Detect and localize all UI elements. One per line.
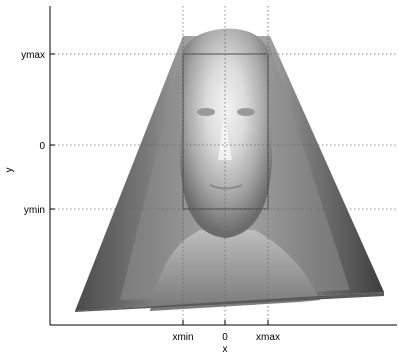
x-tick-xmax: xmax [256, 332, 280, 343]
face-surface-image [75, 28, 384, 312]
grid-lines [50, 6, 397, 325]
y-tick-0: 0 [39, 141, 45, 152]
x-tick-xmin: xmin [172, 332, 193, 343]
x-tick-0: 0 [222, 332, 228, 343]
x-axis-label: x [223, 344, 228, 355]
y-tick-ymin: ymin [24, 205, 45, 216]
tick-marks [50, 53, 269, 325]
y-tick-ymax: ymax [21, 50, 45, 61]
y-axis-label: y [4, 168, 15, 173]
